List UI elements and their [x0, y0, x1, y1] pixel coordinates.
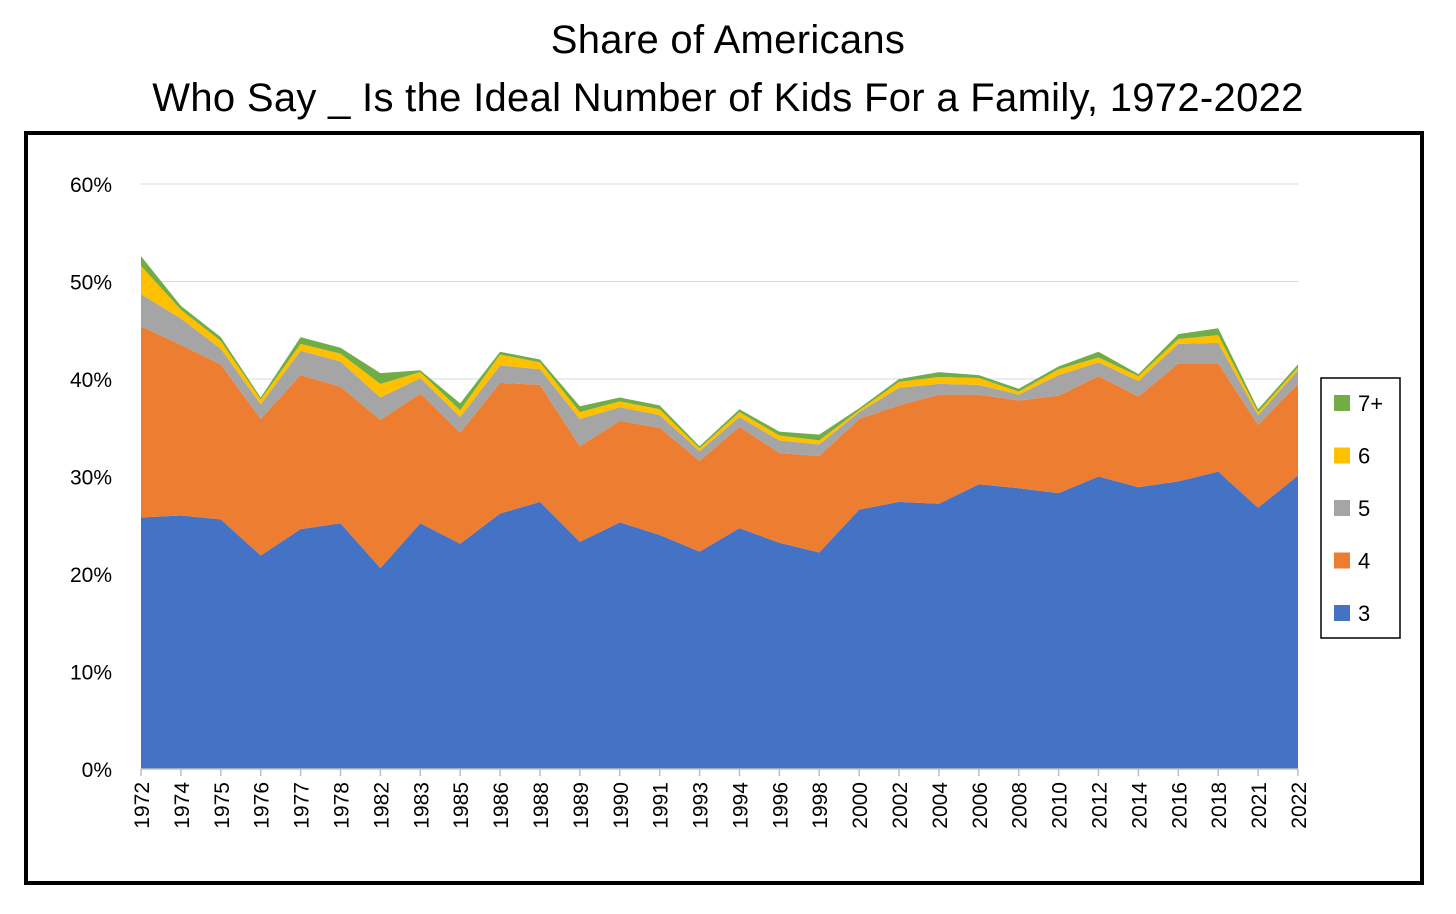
x-tick-label: 2022 — [1288, 782, 1311, 829]
x-tick-label: 2006 — [969, 782, 992, 829]
x-tick-label: 2008 — [1009, 782, 1032, 829]
y-tick-label: 60% — [70, 174, 112, 197]
y-tick-label: 40% — [70, 369, 112, 392]
x-tick-label: 1993 — [690, 782, 713, 829]
legend-label: 5 — [1358, 496, 1370, 521]
x-tick-label: 1985 — [450, 782, 473, 829]
x-tick-label: 1976 — [251, 782, 274, 829]
x-tick-label: 1990 — [610, 782, 633, 829]
y-tick-label: 20% — [70, 564, 112, 587]
area-series-4 — [141, 326, 1298, 569]
x-tick-label: 1972 — [131, 782, 154, 829]
y-tick-label: 0% — [82, 759, 112, 782]
x-tick-label: 2012 — [1089, 782, 1112, 829]
y-axis-ticks: 0% 10% 20% 30% 40% 50% 60% — [70, 174, 112, 782]
legend-swatch-7+ — [1334, 395, 1350, 411]
legend-swatch-3 — [1334, 605, 1350, 621]
x-tick-label: 1978 — [330, 782, 353, 829]
chart-subtitle: Who Say _ Is the Ideal Number of Kids Fo… — [152, 76, 1304, 120]
legend-swatch-6 — [1334, 447, 1350, 464]
legend-label: 7+ — [1358, 391, 1383, 416]
legend-swatch-5 — [1334, 500, 1350, 516]
x-tick-label: 1975 — [211, 782, 234, 829]
legend-label: 6 — [1358, 444, 1370, 469]
area-series-3 — [141, 471, 1298, 769]
x-tick-label: 1994 — [729, 782, 752, 829]
x-tick-label: 1986 — [490, 782, 513, 829]
x-tick-label: 1977 — [291, 782, 314, 829]
x-tick-label: 2002 — [889, 782, 912, 829]
x-tick-label: 2004 — [929, 782, 952, 829]
x-tick-label: 1991 — [650, 782, 673, 829]
series-areas — [141, 256, 1298, 769]
x-tick-label: 2021 — [1248, 782, 1271, 829]
chart-frame — [24, 131, 1424, 885]
x-tick-label: 1998 — [809, 782, 832, 829]
chart-title: Share of Americans — [550, 18, 906, 62]
legend-label: 3 — [1358, 601, 1370, 626]
x-tick-label: 1988 — [530, 782, 553, 829]
x-tick-label: 2014 — [1128, 782, 1151, 829]
y-tick-label: 30% — [70, 467, 112, 490]
x-tick-label: 1983 — [410, 782, 433, 829]
x-axis — [140, 768, 1299, 776]
y-tick-label: 50% — [70, 272, 112, 295]
x-tick-label: 2000 — [849, 782, 872, 829]
legend-label: 4 — [1358, 549, 1370, 574]
legend: 7+ 6 5 4 3 — [1320, 377, 1401, 639]
x-tick-label: 1974 — [171, 782, 194, 829]
legend-swatch-4 — [1334, 552, 1350, 569]
y-tick-label: 10% — [70, 662, 112, 685]
x-tick-label: 1989 — [570, 782, 593, 829]
x-tick-label: 1982 — [370, 782, 393, 829]
x-tick-label: 1996 — [769, 782, 792, 829]
area-series-5 — [141, 294, 1298, 461]
x-axis-ticks: 1972 1974 1975 1976 1977 1978 1982 1983 1985 1986… — [131, 782, 1311, 829]
x-tick-label: 2010 — [1049, 782, 1072, 829]
x-tick-label: 2016 — [1168, 782, 1191, 829]
x-tick-label: 2018 — [1208, 782, 1231, 829]
